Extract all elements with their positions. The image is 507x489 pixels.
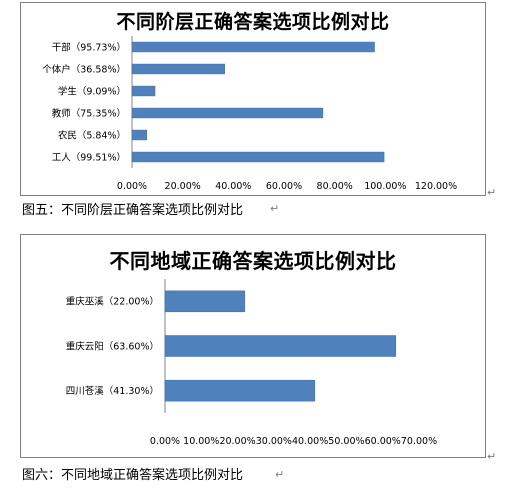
chart-2: 不同地域正确答案选项比例对比 重庆巫溪（22.00%） 重庆云阳（63.60%） 四…	[20, 234, 486, 458]
x-tick-label: 0.00%	[117, 181, 147, 192]
paragraph-mark: ↵	[270, 202, 280, 215]
x-tick-label: 120.00%	[415, 181, 457, 192]
category-label: 教师（75.35%）	[52, 107, 126, 119]
x-tick-label: 40.00%	[215, 181, 251, 192]
x-tick-label: 30.00%	[256, 436, 292, 447]
bar	[131, 129, 148, 141]
paragraph-mark: ↵	[275, 468, 285, 481]
bar	[131, 63, 225, 75]
x-tick-label: 50.00%	[328, 436, 364, 447]
x-tick-label: 0.00%	[150, 436, 180, 447]
chart-1-plot: 干部（95.73%） 个体户（36.58%） 学生（9.09%） 教师（75.35%）…	[42, 36, 457, 192]
x-tick-label: 60.00%	[266, 181, 302, 192]
bar	[131, 85, 156, 97]
x-tick-label: 70.00%	[401, 436, 437, 447]
category-label: 学生（9.09%）	[58, 85, 126, 97]
bar	[164, 335, 397, 357]
figure-6-caption: 图六：不同地域正确答案选项比例对比	[22, 468, 244, 483]
bar	[164, 290, 246, 313]
category-label: 四川苍溪（41.30%）	[66, 385, 159, 397]
category-label: 个体户（36.58%）	[42, 63, 126, 75]
paragraph-mark: ↵	[487, 450, 497, 463]
x-tick-label: 10.00%	[183, 436, 219, 447]
x-tick-label: 60.00%	[365, 436, 401, 447]
bar	[131, 151, 385, 163]
bar	[131, 107, 324, 119]
category-label: 重庆巫溪（22.00%）	[66, 296, 159, 308]
category-label: 工人（99.51%）	[52, 151, 126, 163]
figure-5-caption: 图五：不同阶层正确答案选项比例对比	[22, 203, 244, 218]
x-tick-label: 40.00%	[292, 436, 328, 447]
paragraph-mark: ↵	[487, 186, 497, 199]
chart-1-title: 不同阶层正确答案选项比例对比	[116, 11, 390, 33]
bar	[131, 41, 375, 53]
category-label: 农民（5.84%）	[58, 129, 126, 141]
chart-2-plot: 重庆巫溪（22.00%） 重庆云阳（63.60%） 四川苍溪（41.30%） 0.00…	[66, 279, 437, 447]
category-label: 干部（95.73%）	[52, 41, 126, 53]
bar	[164, 379, 316, 402]
x-tick-label: 20.00%	[165, 181, 201, 192]
x-tick-label: 100.00%	[364, 181, 406, 192]
chart-1: 不同阶层正确答案选项比例对比 干部（95.73%） 个体户（36.58%） 学生（9…	[20, 2, 486, 196]
category-label: 重庆云阳（63.60%）	[66, 340, 159, 352]
x-tick-label: 20.00%	[219, 436, 255, 447]
chart-2-title: 不同地域正确答案选项比例对比	[109, 249, 397, 273]
x-tick-label: 80.00%	[317, 181, 353, 192]
